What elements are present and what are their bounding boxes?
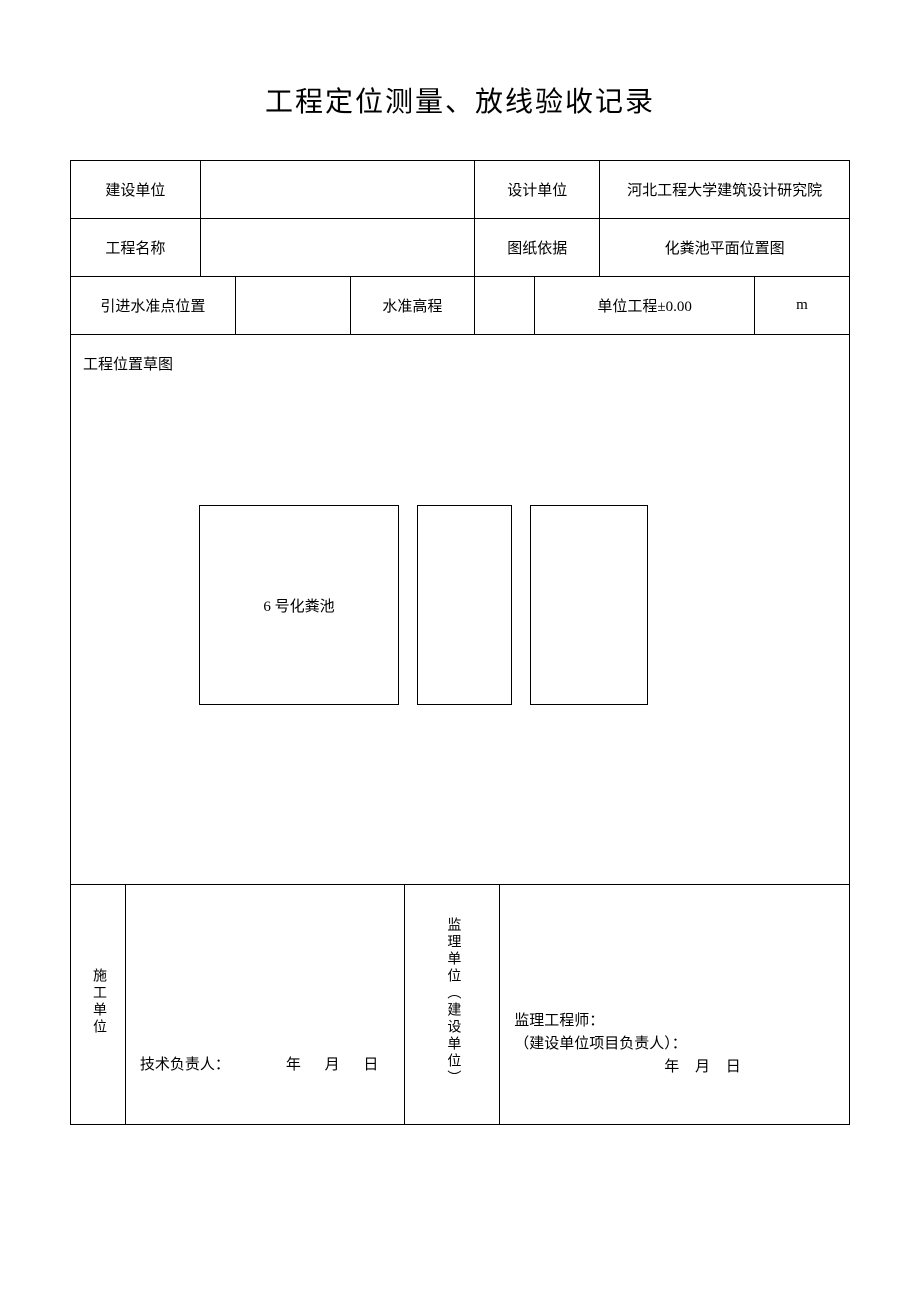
construction-unit-vertical-label: 施工单位 [71,885,126,1125]
value-leveling-elevation [475,277,535,335]
form-table: 建设单位 设计单位 河北工程大学建筑设计研究院 工程名称 图纸依据 化粪池平面位… [70,160,850,1125]
label-benchmark-position: 引进水准点位置 [71,277,236,335]
value-design-unit: 河北工程大学建筑设计研究院 [600,161,850,219]
sketch-area: 6 号化粪池 [199,505,648,705]
sketch-label: 工程位置草图 [83,353,837,374]
sketch-box-3 [530,505,648,705]
signature-row: 施工单位 技术负责人： 年 月 日 监理单位（建设单位） 监理工程师： （建设单… [71,885,850,1125]
tech-lead-text: 技术负责人： [140,1057,230,1073]
supervision-engineer-label: 监理工程师： [514,1009,835,1030]
document-title: 工程定位测量、放线验收记录 [70,80,850,120]
left-date-text: 年 月 日 [286,1053,395,1074]
tech-lead-label: 技术负责人： 年 月 日 [140,1053,395,1074]
sketch-row: 工程位置草图 6 号化粪池 [71,335,850,885]
value-unit-project-zero: m [754,277,849,335]
construction-unit-text: 施工单位 [88,968,108,1036]
label-drawing-basis: 图纸依据 [475,219,600,277]
value-project-name [200,219,475,277]
value-drawing-basis: 化粪池平面位置图 [600,219,850,277]
sketch-cell: 工程位置草图 6 号化粪池 [71,335,850,885]
construction-signature-cell: 技术负责人： 年 月 日 [125,885,405,1125]
header-row-3: 引进水准点位置 水准高程 单位工程±0.00 m [71,277,850,335]
header-row-1: 建设单位 设计单位 河北工程大学建筑设计研究院 [71,161,850,219]
supervision-unit-vertical-label: 监理单位（建设单位） [405,885,500,1125]
right-date-text: 年 月 日 [514,1055,835,1076]
supervision-signature-cell: 监理工程师： （建设单位项目负责人）： 年 月 日 [500,885,850,1125]
value-benchmark-position [235,277,350,335]
header-row-2: 工程名称 图纸依据 化粪池平面位置图 [71,219,850,277]
label-project-name: 工程名称 [71,219,201,277]
value-construction-unit [200,161,475,219]
label-design-unit: 设计单位 [475,161,600,219]
label-leveling-elevation: 水准高程 [350,277,475,335]
supervision-unit-text: 监理单位（建设单位） [442,917,462,1087]
sketch-box-1: 6 号化粪池 [199,505,399,705]
owner-lead-label: （建设单位项目负责人）： [514,1032,835,1053]
label-unit-project-zero: 单位工程±0.00 [535,277,755,335]
sketch-box-2 [417,505,512,705]
label-construction-unit: 建设单位 [71,161,201,219]
